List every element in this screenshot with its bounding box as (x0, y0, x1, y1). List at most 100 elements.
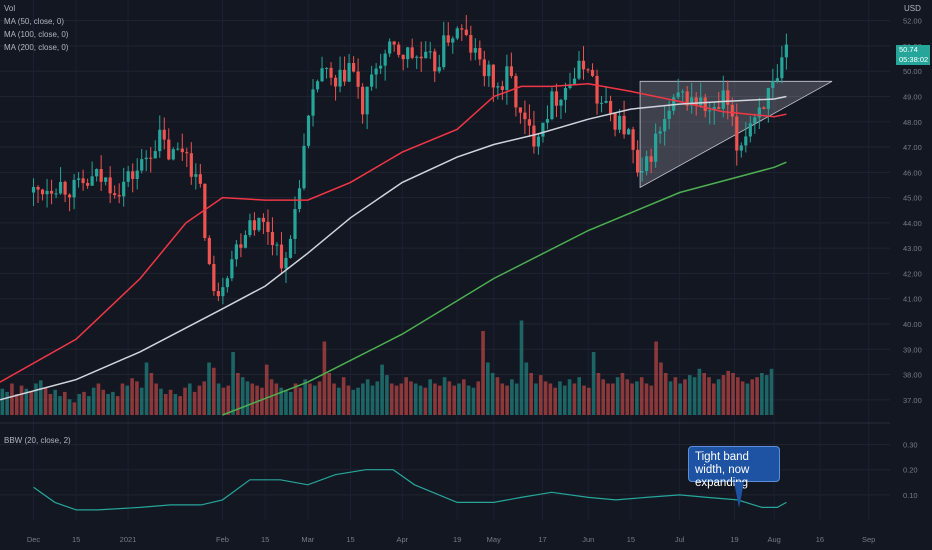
volume-bar (192, 391, 197, 415)
volume-bar (687, 375, 692, 415)
volume-bar (346, 385, 351, 415)
volume-bar (380, 364, 384, 415)
candle-body (58, 181, 63, 194)
volume-bar (327, 373, 332, 415)
volume-bar (702, 373, 706, 415)
countdown-tag: 05:38:02 (896, 55, 930, 65)
volume-bar (736, 377, 740, 415)
volume-bar (264, 364, 269, 415)
volume-bar (447, 381, 452, 415)
volume-bar (707, 377, 711, 415)
legend-ma200[interactable]: MA (200, close, 0) (4, 43, 69, 52)
candle-body (509, 66, 513, 77)
candle-body (523, 112, 527, 120)
candle-body (49, 190, 54, 194)
candle-body (563, 87, 568, 100)
candle-body (617, 115, 622, 130)
legend-ma100[interactable]: MA (100, close, 0) (4, 30, 69, 39)
volume-bar (577, 377, 582, 415)
candle-body (122, 181, 126, 197)
volume-bar (284, 389, 288, 415)
candle-body (284, 257, 288, 269)
volume-bar (437, 385, 442, 415)
candle-body (604, 100, 608, 103)
candle-body (275, 244, 279, 246)
y-tick-label: 41.00 (903, 295, 922, 304)
y-tick-label: 37.00 (903, 396, 922, 405)
candle-body (550, 91, 554, 120)
candle-body (347, 63, 351, 82)
volume-bar (14, 394, 19, 415)
volume-bar (308, 383, 312, 415)
volume-bar (370, 385, 375, 415)
candle-body (536, 136, 541, 147)
candle-body (703, 97, 707, 111)
volume-bar (433, 383, 437, 415)
volume-bar (77, 394, 82, 415)
legend-ma50[interactable]: MA (50, close, 0) (4, 17, 65, 26)
candle-body (86, 183, 90, 186)
candle-body (649, 156, 653, 162)
volume-bar (404, 377, 408, 415)
volume-bar (178, 396, 182, 415)
candle-body (505, 66, 509, 90)
volume-bar (745, 383, 750, 415)
volume-bar (495, 377, 500, 415)
candle-body (230, 259, 234, 279)
candle-body (608, 100, 613, 114)
volume-bar (659, 362, 663, 415)
candle-body (433, 51, 437, 72)
candle-body (559, 99, 563, 106)
candle-body (636, 149, 640, 173)
volume-bar (731, 373, 735, 415)
volume-bar (721, 375, 726, 415)
candle-body (654, 133, 658, 162)
volume-bar (58, 396, 62, 415)
volume-bar (692, 377, 697, 415)
candle-body (167, 139, 171, 160)
candle-body (180, 148, 184, 153)
candle-body (95, 169, 99, 177)
candle-body (554, 91, 559, 106)
volume-bar (96, 383, 101, 415)
volume-bar (712, 383, 716, 415)
legend-bbw[interactable]: BBW (20, close, 2) (4, 436, 71, 445)
candle-body (500, 86, 504, 90)
volume-bar (62, 391, 67, 415)
candle-body (753, 117, 757, 124)
volume-bar (466, 385, 471, 415)
candle-body (270, 231, 275, 246)
candle-body (176, 148, 180, 150)
volume-bar (567, 379, 572, 415)
volume-bar (428, 379, 432, 415)
candle-body (739, 145, 743, 151)
candle-body (464, 29, 468, 36)
x-tick-label: Apr (396, 535, 408, 544)
candle-body (658, 131, 662, 134)
candle-body (455, 28, 459, 39)
callout-pointer (734, 482, 744, 508)
candle-body (365, 86, 369, 115)
candle-body (351, 63, 356, 72)
volume-bar (519, 320, 524, 415)
volume-bar (534, 383, 538, 415)
candle-body (194, 174, 198, 177)
candle-body (667, 110, 671, 119)
volume-bar (558, 381, 562, 415)
candle-body (717, 107, 721, 109)
legend-vol[interactable]: Vol (4, 4, 16, 13)
volume-bar (615, 377, 620, 415)
candle-body (784, 44, 788, 58)
candle-body (392, 41, 396, 45)
annotation-callout[interactable]: Tight band width, now expanding (688, 446, 780, 489)
volume-bar (481, 331, 485, 415)
candle-body (419, 56, 423, 59)
volume-bar (322, 341, 327, 415)
ma100-line (0, 95, 787, 401)
x-tick-label: Mar (301, 535, 314, 544)
volume-bar (620, 373, 625, 415)
candle-body (712, 107, 716, 111)
x-tick-label: 19 (730, 535, 738, 544)
volume-bar (654, 341, 658, 415)
